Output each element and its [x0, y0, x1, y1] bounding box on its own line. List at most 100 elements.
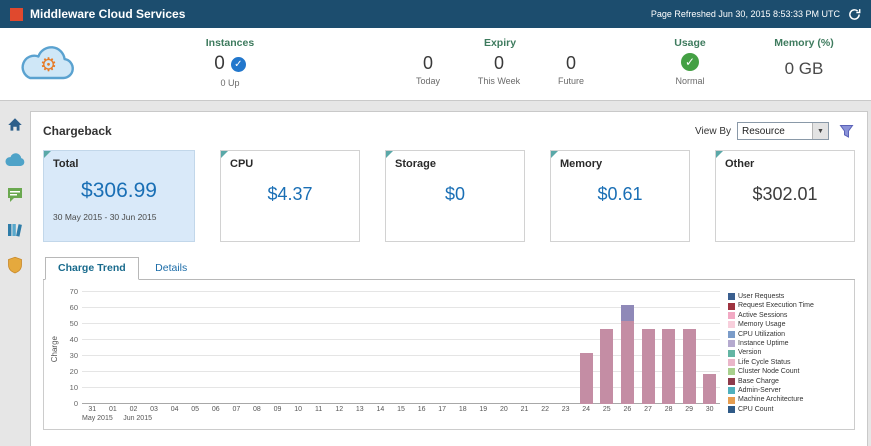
cost-cards-row: Total $306.99 30 May 2015 - 30 Jun 2015 …	[31, 148, 867, 242]
chart-legend: User Requests Request Execution Time Activ…	[724, 292, 850, 425]
legend-swatch	[728, 349, 735, 357]
top-header-bar: Middleware Cloud Services Page Refreshed…	[0, 0, 871, 28]
card-storage[interactable]: Storage $0	[385, 150, 525, 242]
chart-bar[interactable]	[600, 328, 614, 404]
charge-trend-chart: Charge 0 10 20 30 40 50 60 70 31 01 02 03 04 05 06 07 0…	[43, 280, 855, 430]
expiry-week-count: 0	[494, 53, 505, 73]
x-axis-labels: 31 01 02 03 04 05 06 07 08 09 10 11 12 13 14 15 16 17 18 19…	[88, 406, 714, 413]
card-label: Storage	[395, 158, 436, 170]
view-by-selected-value: Resource	[742, 125, 785, 137]
usage-label: Usage	[674, 37, 706, 49]
card-other[interactable]: Other $302.01	[715, 150, 855, 242]
brand-logo	[10, 7, 23, 21]
chart-bar[interactable]	[703, 373, 717, 404]
expiry-week-label: This Week	[477, 76, 521, 86]
legend-swatch	[728, 302, 735, 310]
card-value: $0	[444, 184, 466, 204]
page-refreshed-text: Page Refreshed Jun 30, 2015 8:53:33 PM U…	[650, 9, 840, 19]
legend-item: Machine Architecture	[728, 395, 848, 404]
usage-summary: Usage ✓ Normal	[648, 37, 732, 86]
card-cpu[interactable]: CPU $4.37	[220, 150, 360, 242]
chart-bar[interactable]	[662, 328, 675, 404]
legend-swatch	[728, 340, 735, 348]
legend-item: CPU Count	[728, 405, 848, 414]
sidebar-item-library[interactable]	[3, 221, 27, 243]
security-shield-icon	[7, 256, 23, 279]
expiry-future-label: Future	[557, 76, 584, 86]
legend-swatch	[728, 396, 735, 404]
plot-area: 0 10 20 30 40 50 60 70	[70, 287, 720, 408]
memory-value: 0 GB	[784, 59, 824, 78]
messages-icon	[6, 187, 24, 208]
legend-swatch	[728, 387, 735, 395]
sidebar-item-home[interactable]	[3, 116, 27, 138]
legend-item: CPU Utilization	[728, 330, 848, 339]
chart-bar[interactable]	[620, 320, 634, 404]
cloud-icon	[5, 152, 25, 172]
expiry-future: 0 Future	[558, 53, 584, 86]
instances-label: Instances	[205, 37, 255, 49]
left-icon-sidebar	[0, 111, 30, 446]
legend-item: Memory Usage	[728, 320, 848, 329]
sidebar-item-messages[interactable]	[3, 186, 27, 208]
sidebar-item-cloud[interactable]	[3, 151, 27, 173]
chargeback-panel: Chargeback View By Resource ▼ Total $306…	[30, 111, 868, 446]
legend-item: Cluster Node Count	[728, 367, 848, 376]
chart-bar[interactable]	[579, 352, 593, 404]
chart-bar[interactable]	[641, 328, 655, 404]
memory-summary: Memory (%) 0 GB	[752, 37, 856, 79]
card-label: Other	[725, 158, 755, 170]
chart-bar[interactable]	[682, 328, 696, 404]
expiry-label: Expiry	[483, 37, 517, 49]
x-axis-month-labels: May 2015 Jun 2015	[82, 415, 152, 422]
library-icon	[7, 221, 23, 244]
legend-item: Base Charge	[728, 377, 848, 386]
card-label: Total	[53, 158, 79, 170]
home-icon	[6, 116, 24, 139]
legend-item: Life Cycle Status	[728, 358, 848, 367]
view-by-dropdown[interactable]: Resource ▼	[737, 122, 829, 140]
card-value: $0.61	[597, 184, 643, 204]
legend-item: Request Execution Time	[728, 301, 848, 310]
memory-label: Memory (%)	[774, 37, 834, 49]
instances-count: 0	[214, 53, 225, 74]
legend-item: Admin-Server	[728, 386, 848, 395]
legend-item: Version	[728, 348, 848, 357]
card-label: Memory	[560, 158, 603, 170]
page-title: Chargeback	[43, 124, 112, 138]
content-area: Chargeback View By Resource ▼ Total $306…	[0, 101, 871, 446]
legend-swatch	[728, 312, 735, 320]
expiry-today-label: Today	[416, 76, 441, 86]
chevron-down-icon: ▼	[812, 123, 828, 139]
filter-funnel-icon[interactable]	[839, 124, 855, 139]
sidebar-item-security[interactable]	[3, 256, 27, 278]
instances-summary: Instances 0 ✓ 0 Up	[178, 37, 282, 88]
expiry-today-count: 0	[423, 53, 434, 73]
app-title: Middleware Cloud Services	[30, 7, 186, 21]
tab-bar: Charge Trend Details	[43, 256, 855, 280]
panel-header: Chargeback View By Resource ▼	[31, 112, 867, 148]
legend-swatch	[728, 368, 735, 376]
legend-swatch	[728, 330, 735, 338]
chart-bar[interactable]	[620, 304, 634, 321]
expiry-future-count: 0	[565, 53, 576, 73]
card-memory[interactable]: Memory $0.61	[550, 150, 690, 242]
summary-band: ⚙ Instances 0 ✓ 0 Up Expiry 0 Today 0 Th…	[0, 28, 871, 101]
legend-swatch	[728, 293, 735, 301]
tab-details[interactable]: Details	[155, 262, 188, 274]
card-value: $4.37	[267, 184, 313, 204]
usage-ok-check-icon: ✓	[681, 53, 699, 71]
legend-swatch	[728, 359, 735, 367]
card-total[interactable]: Total $306.99 30 May 2015 - 30 Jun 2015	[43, 150, 195, 242]
tab-charge-trend[interactable]: Charge Trend	[45, 257, 139, 280]
gear-icon: ⚙	[40, 55, 58, 76]
card-value: $302.01	[752, 184, 818, 204]
card-label: CPU	[230, 158, 254, 170]
refresh-icon[interactable]	[848, 8, 861, 21]
card-value: $306.99	[81, 179, 157, 202]
view-by-label: View By	[695, 125, 731, 137]
legend-item: Active Sessions	[728, 311, 848, 320]
expiry-today: 0 Today	[416, 53, 440, 86]
legend-item: Instance Uptime	[728, 339, 848, 348]
